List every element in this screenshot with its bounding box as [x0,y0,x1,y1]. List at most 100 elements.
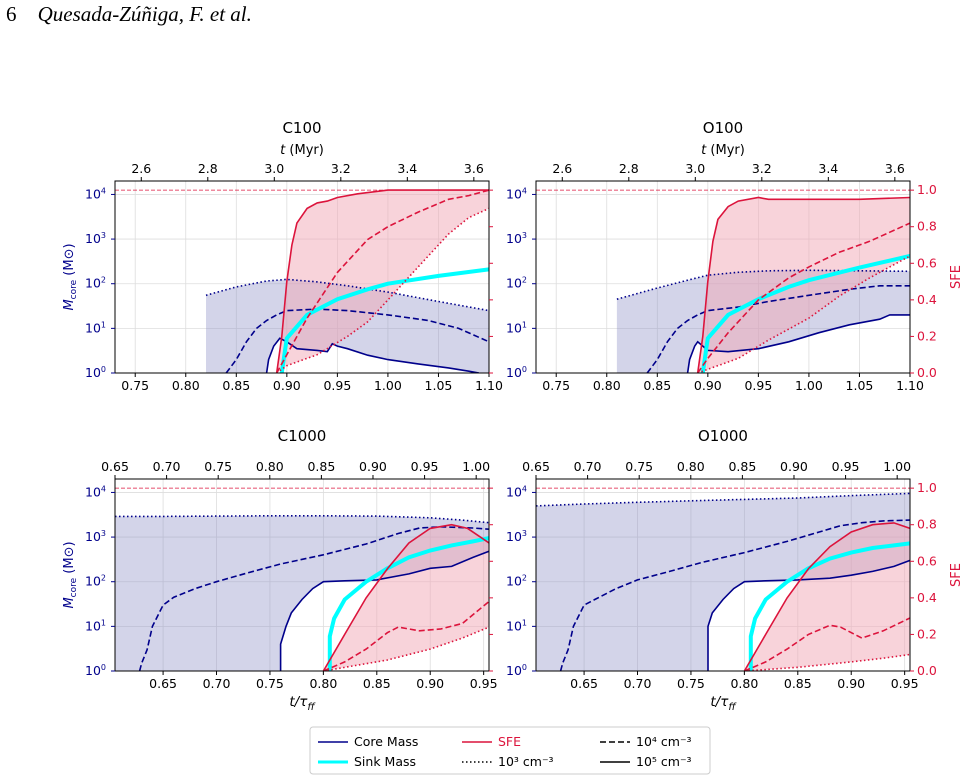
x-tick-label: 0.90 [837,676,865,691]
y-mass-tick-label: 104 [85,186,106,201]
y-mass-tick-label: 101 [506,320,527,335]
core-mass-1e4-line [646,285,910,373]
sfe-1e5-line [696,196,910,373]
panel-title: O100 [703,119,743,137]
plot-area [115,487,489,671]
x-axis-label: t/τff [710,694,737,713]
legend-1e5-label: 10⁵ cm⁻³ [636,754,692,769]
x-tick-label: 1.05 [846,378,874,393]
top-tick-label: 3.0 [685,161,705,176]
x-tick-label: 0.95 [470,676,498,691]
sfe-band [323,524,489,671]
panel-c100: 0.75 0.80 0.85 0.90 0.95 1.00 1.05 1.10 2.6 2.8 3.… [62,119,503,393]
y-mass-tick-label: 101 [85,618,106,633]
y-mass-tick-label: 100 [506,663,527,678]
top-axis-label: t (Myr) [280,143,324,158]
y-sfe-tick-label: 0.4 [917,590,937,605]
core-mass-1e3-line [115,515,489,524]
top-tick-label: 0.65 [522,459,550,474]
top-tick-label: 3.4 [818,161,838,176]
y-mass-tick-label: 104 [506,484,527,499]
top-axis-label: t (Myr) [701,143,745,158]
sfe-1e5-line [275,189,489,373]
panel-o100: 0.75 0.80 0.85 0.90 0.95 1.00 1.05 1.10 2.6 2.8 3.… [506,119,964,393]
y-mass-tick-label: 103 [85,231,106,246]
legend-core-mass-label: Core Mass [354,734,418,749]
sfe-1e3-line [697,255,910,373]
core-mass-1e4-line [225,308,489,373]
x-tick-label: 0.85 [784,676,812,691]
y-mass-tick-label: 102 [85,276,106,291]
legend-1e4-label: 10⁴ cm⁻³ [636,734,692,749]
panel-c1000: 0.65 0.70 0.75 0.80 0.85 0.90 0.95 0.65 0.70 0.75… [62,427,498,713]
top-tick-label: 0.95 [832,459,860,474]
plot-area [115,189,489,373]
top-tick-label: 3.2 [331,161,351,176]
y-mass-tick-label: 101 [85,320,106,335]
y-mass-tick-label: 104 [85,484,106,499]
x-tick-label: 0.90 [416,676,444,691]
x-tick-label: 0.75 [542,378,570,393]
x-tick-label: 0.90 [694,378,722,393]
x-tick-label: 0.80 [730,676,758,691]
y-mass-tick-label: 103 [85,529,106,544]
top-tick-label: 1.00 [462,459,490,474]
core-mass-1e4-line [138,525,489,671]
legend: Core Mass Sink Mass SFE 10³ cm⁻³ 10⁴ cm⁻³ 10⁵… [309,726,711,775]
y-mass-axis-label: Mcore (M⊙) [62,243,79,310]
x-tick-label: 0.95 [891,676,919,691]
top-tick-label: 0.90 [780,459,808,474]
page-number: 6 [6,2,17,26]
x-tick-label: 0.75 [256,676,284,691]
core-mass-band [536,493,910,671]
x-tick-label: 0.95 [744,378,772,393]
x-axis-label: t/τff [289,694,316,713]
x-tick-label: 0.95 [323,378,351,393]
top-tick-label: 0.90 [359,459,387,474]
top-tick-label: 3.6 [464,161,484,176]
y-mass-tick-label: 100 [85,663,106,678]
x-tick-label: 1.05 [425,378,453,393]
y-mass-tick-label: 104 [506,186,527,201]
panel-o1000: 0.65 0.70 0.75 0.80 0.85 0.90 0.95 0.65 0.70 0.75… [506,427,964,713]
core-mass-1e5-line [265,337,480,373]
x-tick-label: 1.00 [795,378,823,393]
y-sfe-tick-label: 0.6 [917,553,937,568]
core-mass-1e3-line [536,492,910,507]
panel-title: O1000 [698,427,748,445]
core-mass-1e3-line [205,278,489,312]
sfe-1e4-line [323,600,489,671]
top-tick-label: 1.00 [883,459,911,474]
x-tick-label: 0.85 [643,378,671,393]
page-header: 6 Quesada-Zúñiga, F. et al. [6,2,252,42]
y-mass-tick-label: 102 [506,574,527,589]
sfe-band [697,197,910,373]
x-tick-label: 0.80 [309,676,337,691]
x-tick-label: 0.80 [172,378,200,393]
top-tick-label: 2.8 [198,161,218,176]
core-mass-1e5-line [707,559,910,671]
top-tick-label: 0.70 [153,459,181,474]
panel-title: C1000 [278,427,327,445]
y-sfe-tick-label: 1.0 [917,182,937,197]
y-mass-tick-label: 102 [85,574,106,589]
legend-sink-mass-label: Sink Mass [354,754,416,769]
top-tick-label: 0.65 [101,459,129,474]
y-sfe-tick-label: 0.0 [917,365,937,380]
top-tick-label: 3.0 [264,161,284,176]
x-tick-label: 0.70 [624,676,652,691]
y-mass-tick-label: 101 [506,618,527,633]
x-tick-label: 0.75 [677,676,705,691]
x-tick-label: 0.85 [222,378,250,393]
y-mass-tick-label: 100 [506,365,527,380]
y-sfe-tick-label: 0.4 [917,292,937,307]
plot-frame [535,180,911,374]
y-sfe-tick-label: 0.2 [917,626,937,641]
y-sfe-tick-label: 0.6 [917,255,937,270]
top-tick-label: 0.70 [574,459,602,474]
top-tick-label: 0.75 [625,459,653,474]
top-tick-label: 0.85 [307,459,335,474]
x-tick-label: 0.85 [363,676,391,691]
x-tick-label: 1.00 [374,378,402,393]
